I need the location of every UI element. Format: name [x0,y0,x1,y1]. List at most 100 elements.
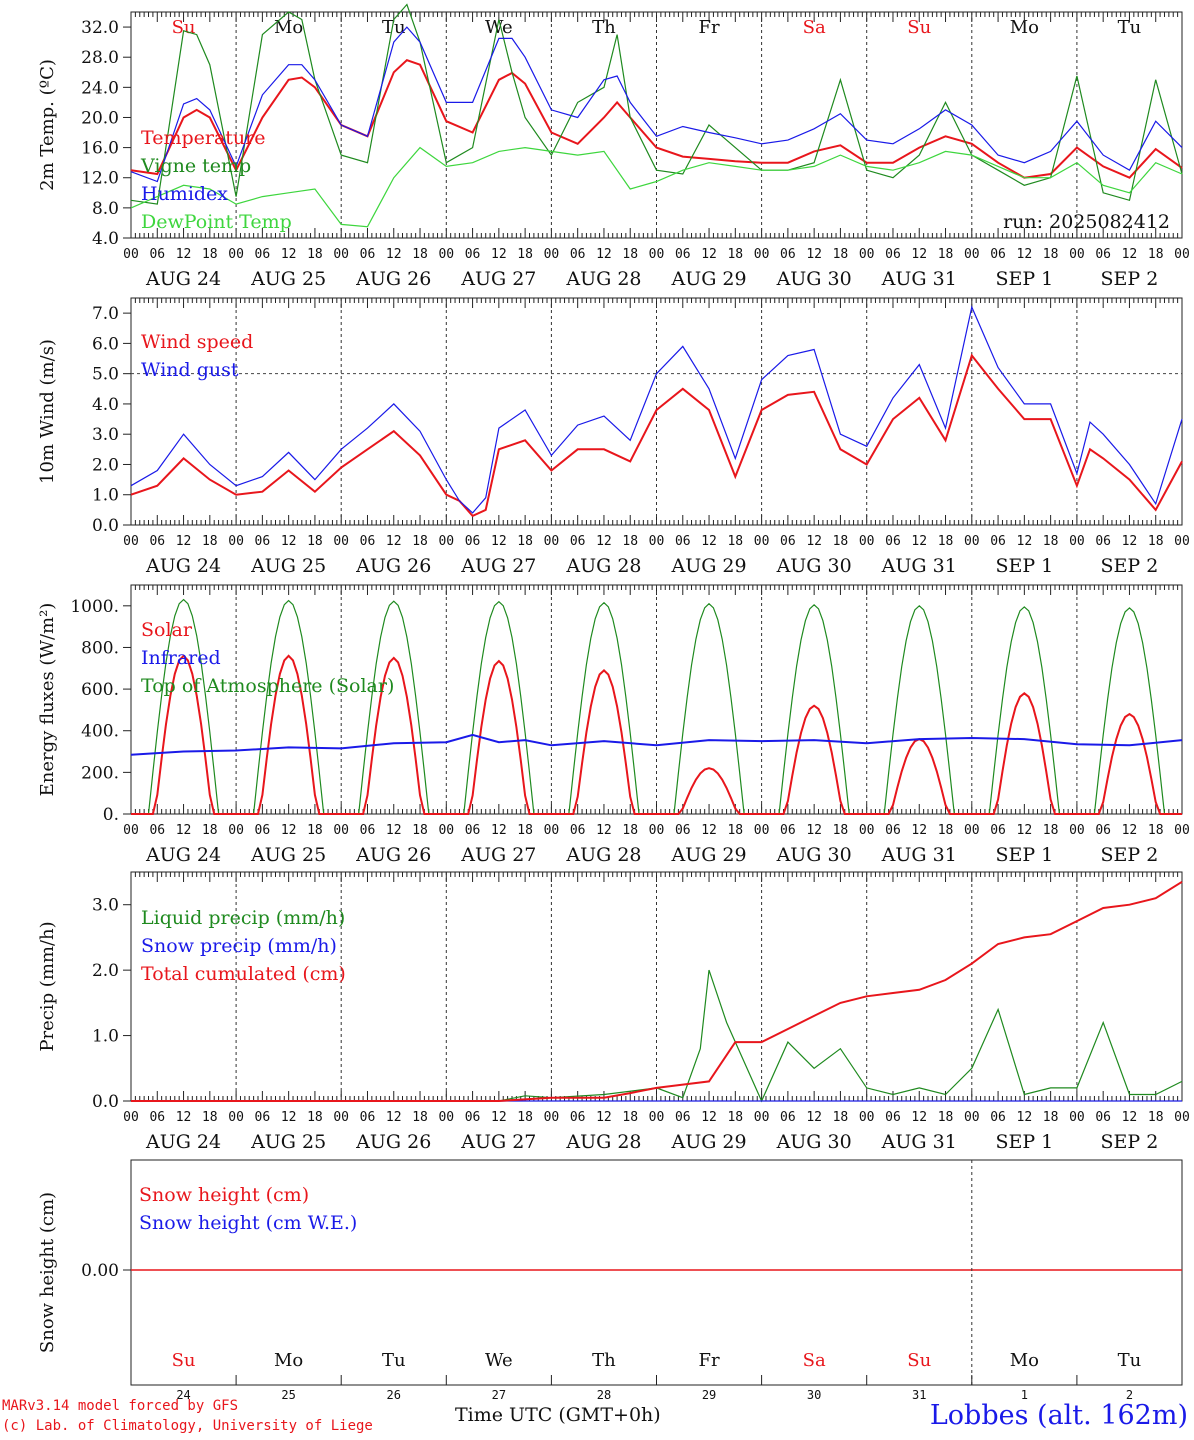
hour-tick-label: 12 [596,823,612,838]
hour-tick-label: 06 [780,823,796,838]
hour-tick-label: 06 [149,823,165,838]
panel-2-legend-2: Top of Atmosphere (Solar) [141,675,394,697]
hour-tick-label: 06 [675,1110,691,1125]
hour-tick-label: 00 [859,1110,875,1125]
bottom-day-number: 29 [702,1388,716,1402]
hour-tick-label: 06 [885,823,901,838]
hour-tick-label: 00 [333,823,349,838]
hour-tick-label: 00 [1069,823,1085,838]
weekday-label: Mo [1010,17,1039,38]
hour-tick-label: 06 [885,247,901,262]
hour-tick-label: 18 [833,823,849,838]
y-tick-label: 800. [81,638,119,658]
bottom-day-number: 26 [387,1388,401,1402]
hour-tick-label: 00 [438,247,454,262]
hour-tick-label: 06 [675,247,691,262]
footer-credit-line1: MARv3.14 model forced by GFS [2,1398,239,1414]
hour-tick-label: 00 [1069,534,1085,549]
time-axis-label: Time UTC (GMT+0h) [455,1404,661,1426]
hour-tick-label: 12 [701,247,717,262]
hour-tick-label: 06 [1095,823,1111,838]
hour-tick-label: 18 [622,1110,638,1125]
hour-tick-label: 12 [176,534,192,549]
y-tick-label: 0.0 [92,516,119,536]
hour-tick-label: 18 [517,534,533,549]
hour-tick-label: 12 [806,247,822,262]
hour-tick-label: 18 [727,534,743,549]
hour-tick-label: 12 [386,247,402,262]
hour-tick-label: 00 [1174,1110,1190,1125]
hour-tick-label: 00 [964,534,980,549]
hour-tick-label: 06 [675,534,691,549]
panel-2-legend-0: Solar [141,619,193,641]
day-label: SEP 2 [1101,555,1159,577]
hour-tick-label: 00 [649,1110,665,1125]
hour-tick-label: 06 [780,534,796,549]
day-label: AUG 30 [776,268,852,290]
day-label: AUG 28 [565,844,641,866]
weekday-label: Fr [699,17,720,38]
hour-tick-label: 06 [1095,534,1111,549]
day-label: AUG 31 [881,268,957,290]
day-label: AUG 31 [881,844,957,866]
hour-tick-label: 18 [202,823,218,838]
hour-tick-label: 00 [123,247,139,262]
hour-tick-label: 06 [360,534,376,549]
hour-tick-label: 18 [202,1110,218,1125]
hour-tick-label: 00 [1069,1110,1085,1125]
hour-tick-label: 12 [1017,1110,1033,1125]
hour-tick-label: 06 [570,1110,586,1125]
weekday-label: Mo [274,17,303,38]
day-label: AUG 30 [776,1131,852,1153]
y-tick-label: 2.0 [92,961,119,981]
day-label: AUG 29 [670,555,746,577]
hour-tick-label: 18 [1043,534,1059,549]
day-label: SEP 1 [995,1131,1053,1153]
day-label: AUG 26 [355,268,431,290]
temp-series-humidex [130,26,1183,183]
hour-tick-label: 18 [412,534,428,549]
hour-tick-label: 06 [1095,247,1111,262]
y-tick-label: 4.0 [92,229,119,249]
hour-tick-label: 12 [491,1110,507,1125]
hour-tick-label: 18 [727,823,743,838]
weekday-label: Tu [1118,17,1142,38]
temp-series-temperature [130,59,1183,179]
day-label: AUG 24 [145,555,221,577]
hour-tick-label: 00 [649,534,665,549]
hour-tick-label: 18 [622,534,638,549]
panel-1-legend-1: Wind gust [141,359,239,381]
y-tick-label: 16.0 [81,139,119,159]
weekday-label: Th [592,17,616,38]
panel-3-legend-1: Snow precip (mm/h) [141,935,337,957]
day-label: AUG 24 [145,268,221,290]
hour-tick-label: 12 [596,534,612,549]
hour-tick-label: 18 [1043,247,1059,262]
day-label: SEP 1 [995,555,1053,577]
day-label: AUG 28 [565,268,641,290]
hour-tick-label: 00 [859,823,875,838]
hour-tick-label: 06 [149,247,165,262]
hour-tick-label: 00 [438,534,454,549]
bottom-weekday-label: Sa [803,1350,826,1371]
hour-tick-label: 12 [386,823,402,838]
bottom-day-number: 30 [807,1388,821,1402]
hour-tick-label: 06 [360,823,376,838]
panel-0-legend-3: DewPoint Temp [141,211,292,233]
hour-tick-label: 12 [806,823,822,838]
bottom-day-number: 25 [281,1388,295,1402]
precip-series-liquid [131,969,1183,1103]
hour-tick-label: 00 [1174,823,1190,838]
day-label: AUG 24 [145,1131,221,1153]
bottom-day-number: 1 [1021,1388,1028,1402]
hour-tick-label: 18 [1043,823,1059,838]
hour-tick-label: 00 [1174,247,1190,262]
hour-tick-label: 06 [990,1110,1006,1125]
hour-tick-label: 06 [149,1110,165,1125]
hour-tick-label: 12 [176,1110,192,1125]
hour-tick-label: 12 [281,247,297,262]
panel-4-legend-1: Snow height (cm W.E.) [139,1212,357,1234]
hour-tick-label: 00 [964,1110,980,1125]
hour-tick-label: 12 [596,247,612,262]
